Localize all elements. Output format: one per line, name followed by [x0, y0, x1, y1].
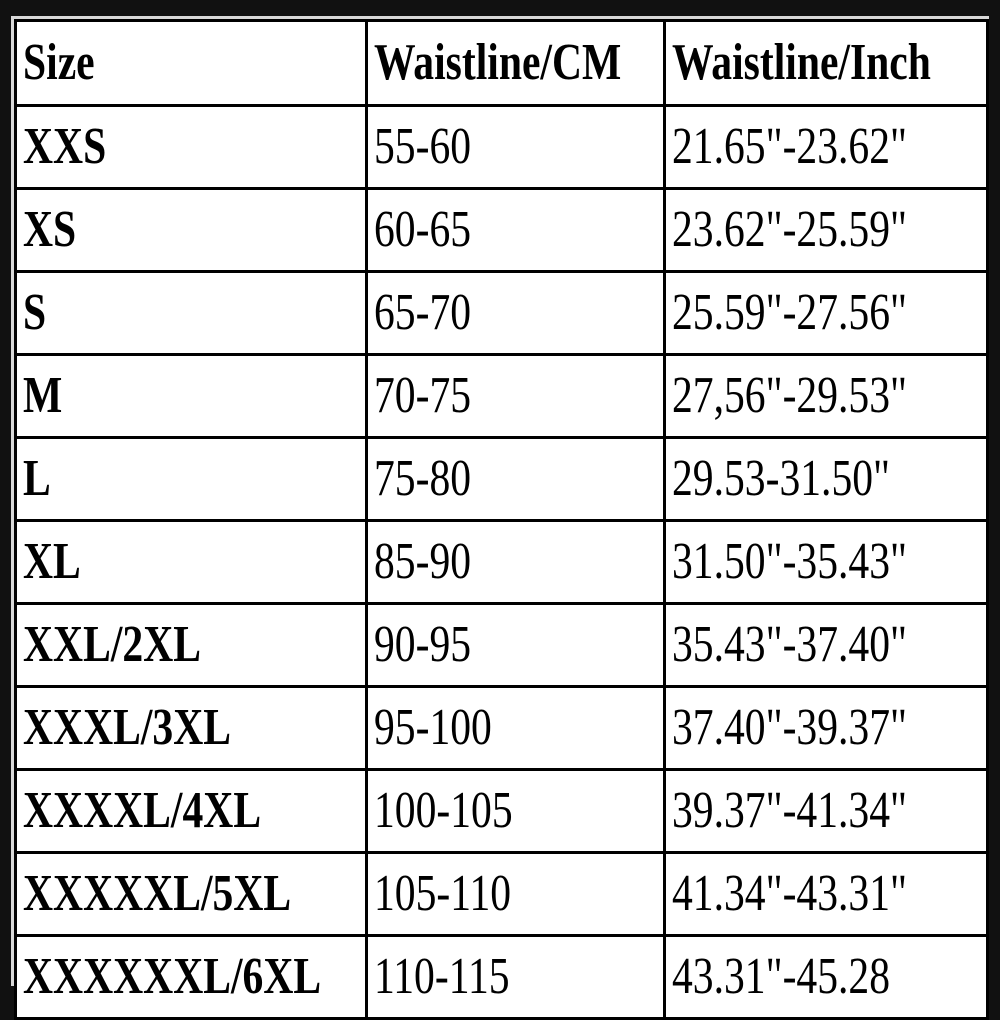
waist-cm-value: 70-75	[374, 367, 472, 424]
cell-size: XS	[14, 187, 368, 273]
waist-cm-value: 65-70	[374, 284, 472, 341]
waist-inch-value: 31.50"-35.43"	[672, 533, 908, 590]
table-row: XL 85-90 31.50"-35.43"	[14, 519, 989, 605]
cell-waist-inch: 21.65"-23.62"	[663, 104, 989, 190]
cell-waist-cm: 90-95	[365, 602, 666, 688]
size-value: S	[23, 284, 47, 341]
size-value: XXL/2XL	[23, 616, 201, 673]
size-value: XXXXL/4XL	[23, 782, 262, 839]
table-row: XXXL/3XL 95-100 37.40"-39.37"	[14, 685, 989, 771]
table-row: XXXXL/4XL 100-105 39.37"-41.34"	[14, 768, 989, 854]
table-row: XXXXXXL/6XL 110-115 43.31"-45.28	[14, 934, 989, 1020]
size-value: XXXL/3XL	[23, 699, 232, 756]
waist-inch-value: 23.62"-25.59"	[672, 201, 908, 258]
cell-size: XXXXXXL/6XL	[14, 934, 368, 1020]
cell-waist-inch: 29.53-31.50"	[663, 436, 989, 522]
cell-waist-cm: 60-65	[365, 187, 666, 273]
table-row: M 70-75 27,56"-29.53"	[14, 353, 989, 439]
waist-inch-value: 41.34"-43.31"	[672, 865, 908, 922]
header-cell-size: Size	[14, 19, 368, 107]
waist-cm-value: 75-80	[374, 450, 472, 507]
table-row: XS 60-65 23.62"-25.59"	[14, 187, 989, 273]
cell-size: XL	[14, 519, 368, 605]
waist-cm-value: 95-100	[374, 699, 492, 756]
size-value: XXXXXXL/6XL	[23, 948, 322, 1005]
size-chart-table: Size Waistline/CM Waistline/Inch XXS 55-6…	[14, 19, 989, 1020]
waist-inch-value: 25.59"-27.56"	[672, 284, 908, 341]
table-row: L 75-80 29.53-31.50"	[14, 436, 989, 522]
waist-cm-value: 90-95	[374, 616, 472, 673]
cell-size: XXL/2XL	[14, 602, 368, 688]
cell-waist-cm: 105-110	[365, 851, 666, 937]
table-row: XXS 55-60 21.65"-23.62"	[14, 104, 989, 190]
cell-waist-inch: 25.59"-27.56"	[663, 270, 989, 356]
header-waist-inch: Waistline/Inch	[672, 34, 931, 91]
size-value: M	[23, 367, 63, 424]
cell-waist-cm: 55-60	[365, 104, 666, 190]
cell-size: XXXXL/4XL	[14, 768, 368, 854]
waist-inch-value: 29.53-31.50"	[672, 450, 891, 507]
cell-size: XXXXXL/5XL	[14, 851, 368, 937]
table-row: S 65-70 25.59"-27.56"	[14, 270, 989, 356]
waist-inch-value: 37.40"-39.37"	[672, 699, 908, 756]
table-row: XXXXXL/5XL 105-110 41.34"-43.31"	[14, 851, 989, 937]
cell-waist-cm: 85-90	[365, 519, 666, 605]
waist-cm-value: 110-115	[374, 948, 510, 1005]
cell-waist-inch: 27,56"-29.53"	[663, 353, 989, 439]
waist-cm-value: 60-65	[374, 201, 472, 258]
waist-cm-value: 105-110	[374, 865, 512, 922]
cell-waist-cm: 110-115	[365, 934, 666, 1020]
cell-waist-inch: 31.50"-35.43"	[663, 519, 989, 605]
waist-cm-value: 100-105	[374, 782, 513, 839]
cell-size: S	[14, 270, 368, 356]
header-size: Size	[23, 34, 95, 91]
header-cell-waist-inch: Waistline/Inch	[663, 19, 989, 107]
waist-inch-value: 39.37"-41.34"	[672, 782, 908, 839]
header-cell-waist-cm: Waistline/CM	[365, 19, 666, 107]
waist-inch-value: 27,56"-29.53"	[672, 367, 908, 424]
cell-waist-cm: 100-105	[365, 768, 666, 854]
cell-size: XXS	[14, 104, 368, 190]
waist-cm-value: 85-90	[374, 533, 472, 590]
waist-inch-value: 43.31"-45.28	[672, 948, 891, 1005]
size-value: L	[23, 450, 51, 507]
cell-waist-cm: 65-70	[365, 270, 666, 356]
cell-waist-cm: 70-75	[365, 353, 666, 439]
cell-waist-cm: 75-80	[365, 436, 666, 522]
cell-waist-inch: 23.62"-25.59"	[663, 187, 989, 273]
cell-waist-inch: 35.43"-37.40"	[663, 602, 989, 688]
size-value: XS	[23, 201, 77, 258]
size-value: XXS	[23, 118, 107, 175]
cell-waist-cm: 95-100	[365, 685, 666, 771]
waist-cm-value: 55-60	[374, 118, 472, 175]
size-value: XXXXXL/5XL	[23, 865, 292, 922]
header-waist-cm: Waistline/CM	[374, 34, 622, 91]
table-header-row: Size Waistline/CM Waistline/Inch	[14, 19, 989, 107]
cell-waist-inch: 37.40"-39.37"	[663, 685, 989, 771]
cell-waist-inch: 43.31"-45.28	[663, 934, 989, 1020]
cell-waist-inch: 41.34"-43.31"	[663, 851, 989, 937]
cell-waist-inch: 39.37"-41.34"	[663, 768, 989, 854]
cell-size: XXXL/3XL	[14, 685, 368, 771]
waist-inch-value: 35.43"-37.40"	[672, 616, 908, 673]
waist-inch-value: 21.65"-23.62"	[672, 118, 908, 175]
size-value: XL	[23, 533, 81, 590]
cell-size: M	[14, 353, 368, 439]
table-row: XXL/2XL 90-95 35.43"-37.40"	[14, 602, 989, 688]
cell-size: L	[14, 436, 368, 522]
